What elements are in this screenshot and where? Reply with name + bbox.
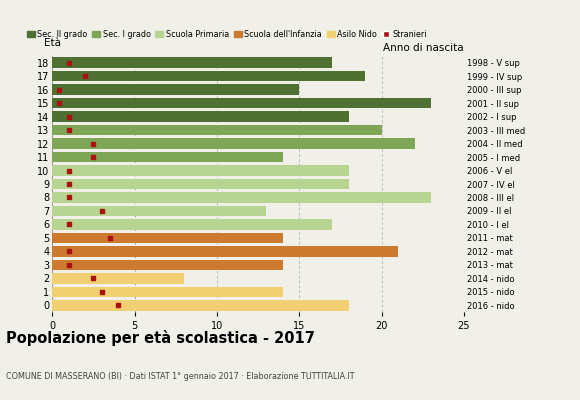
Text: Popolazione per età scolastica - 2017: Popolazione per età scolastica - 2017 (6, 330, 315, 346)
Bar (52, 71, 365, 82)
Bar (52, 260, 283, 270)
Bar (52, 286, 283, 297)
Text: Età: Età (44, 38, 61, 48)
Bar (52, 138, 415, 149)
Bar (52, 273, 184, 284)
Bar (52, 58, 332, 68)
Legend: Sec. II grado, Sec. I grado, Scuola Primaria, Scuola dell'Infanzia, Asilo Nido, : Sec. II grado, Sec. I grado, Scuola Prim… (23, 27, 430, 42)
Bar (52, 125, 382, 135)
Bar (52, 165, 349, 176)
Bar (52, 84, 299, 95)
Bar (52, 192, 431, 203)
Bar (52, 111, 349, 122)
Bar (52, 206, 266, 216)
Text: COMUNE DI MASSERANO (BI) · Dati ISTAT 1° gennaio 2017 · Elaborazione TUTTITALIA.: COMUNE DI MASSERANO (BI) · Dati ISTAT 1°… (6, 372, 354, 381)
Bar (52, 246, 398, 257)
Text: Anno di nascita: Anno di nascita (383, 44, 464, 54)
Bar (52, 233, 283, 243)
Bar (52, 152, 283, 162)
Bar (52, 219, 332, 230)
Bar (52, 300, 349, 310)
Bar (52, 179, 349, 189)
Bar (52, 98, 431, 108)
